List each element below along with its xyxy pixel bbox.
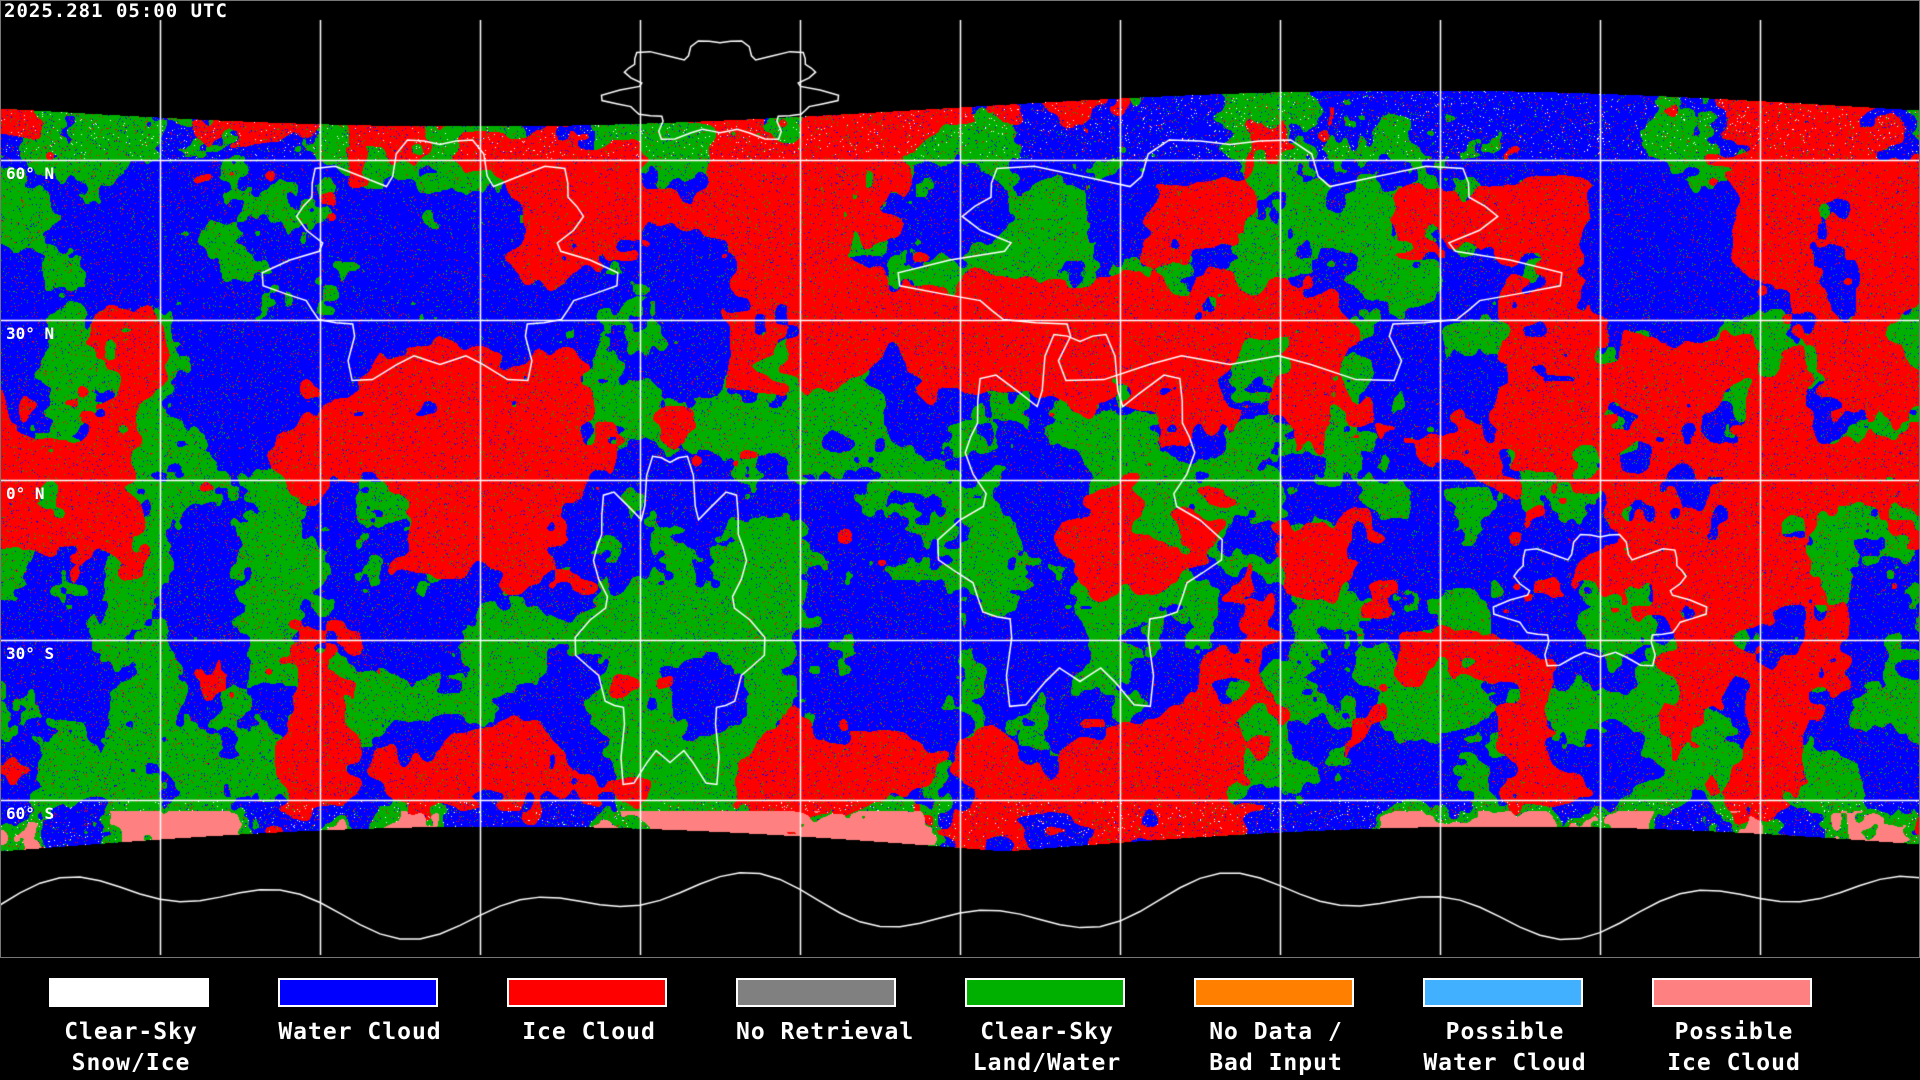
legend-label-line1: Water Cloud: [278, 1019, 442, 1045]
legend-label-line2: Land/Water: [972, 1050, 1122, 1076]
legend-label: Possible Ice Cloud: [1652, 1017, 1816, 1079]
legend-label-line1: Clear-Sky: [980, 1019, 1114, 1045]
legend-label-line2: Bad Input: [1209, 1050, 1343, 1076]
legend-label-line1: Possible: [1674, 1019, 1794, 1045]
legend-item: Clear-Sky Land/Water: [965, 978, 1194, 1079]
legend-label: Clear-Sky Snow/Ice: [49, 1017, 213, 1079]
lat-label-60s: 60° S: [6, 804, 55, 823]
lat-label-0n: 0° N: [6, 484, 45, 503]
legend-label-line1: Possible: [1445, 1019, 1565, 1045]
legend-item: Possible Water Cloud: [1423, 978, 1652, 1079]
legend-label: No Retrieval: [736, 1017, 915, 1048]
legend-item: No Retrieval: [736, 978, 965, 1048]
legend-label-line1: Clear-Sky: [64, 1019, 198, 1045]
legend-swatch: [278, 978, 438, 1007]
legend-swatch: [49, 978, 209, 1007]
timestamp: 2025.281 05:00 UTC: [4, 0, 228, 22]
legend-swatch: [1194, 978, 1354, 1007]
legend-item: Clear-Sky Snow/Ice: [49, 978, 278, 1079]
legend-swatch: [507, 978, 667, 1007]
legend-label-line1: No Retrieval: [736, 1019, 915, 1045]
legend-item: Ice Cloud: [507, 978, 736, 1048]
legend-label-line1: Ice Cloud: [522, 1019, 656, 1045]
cloud-phase-map: [0, 0, 1920, 958]
legend-swatch: [1423, 978, 1583, 1007]
legend-label-line1: No Data /: [1209, 1019, 1343, 1045]
lat-label-30n: 30° N: [6, 324, 55, 343]
legend-label: Water Cloud: [278, 1017, 442, 1048]
legend-label: No Data / Bad Input: [1194, 1017, 1358, 1079]
legend-swatch: [965, 978, 1125, 1007]
legend-label-line2: Snow/Ice: [71, 1050, 191, 1076]
legend-label-line2: Water Cloud: [1423, 1050, 1587, 1076]
legend-label: Clear-Sky Land/Water: [965, 1017, 1129, 1079]
legend-label-line2: Ice Cloud: [1667, 1050, 1801, 1076]
legend-item: Possible Ice Cloud: [1652, 978, 1881, 1079]
legend-label: Possible Water Cloud: [1423, 1017, 1587, 1079]
legend-swatch: [736, 978, 896, 1007]
lat-label-60n: 60° N: [6, 164, 55, 183]
legend-item: Water Cloud: [278, 978, 507, 1048]
legend-label: Ice Cloud: [507, 1017, 671, 1048]
lat-label-30s: 30° S: [6, 644, 55, 663]
legend-swatch: [1652, 978, 1812, 1007]
legend-item: No Data / Bad Input: [1194, 978, 1423, 1079]
